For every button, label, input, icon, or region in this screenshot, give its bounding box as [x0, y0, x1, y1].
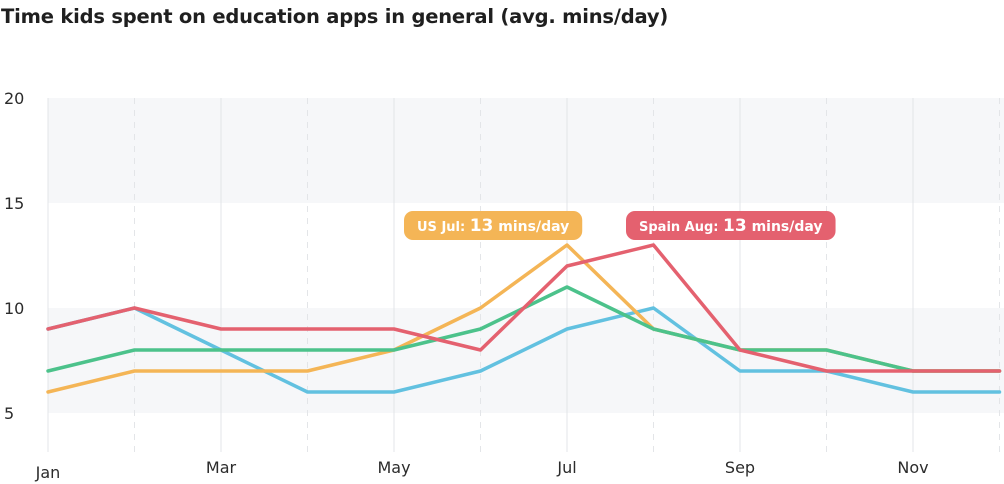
- x-tick-label: Sep: [725, 458, 755, 477]
- background-band: [48, 98, 1004, 203]
- y-tick-label: 10: [4, 299, 24, 318]
- callout-spain: Spain Aug: 13 mins/day: [626, 211, 836, 240]
- y-axis: 5 10 15 20: [4, 89, 24, 423]
- y-tick-label: 5: [4, 404, 14, 423]
- x-axis: Jan Mar May Jul Sep Nov: [35, 458, 929, 482]
- x-tick-label: May: [377, 458, 410, 477]
- x-tick-label: Nov: [897, 458, 928, 477]
- x-tick-label: Jan: [35, 463, 61, 482]
- x-tick-label: Mar: [206, 458, 237, 477]
- callout-text: US Jul: 13 mins/day: [417, 216, 569, 236]
- y-tick-label: 15: [4, 194, 24, 213]
- background-band: [48, 308, 1004, 413]
- callout-box: [404, 211, 583, 240]
- callout-us: US Jul: 13 mins/day: [404, 211, 583, 240]
- series-lines: [46, 243, 1002, 394]
- callout-text: Spain Aug: 13 mins/day: [639, 216, 823, 236]
- series-line-uk: [46, 306, 1002, 394]
- chart-title: Time kids spent on education apps in gen…: [1, 5, 669, 28]
- x-tick-label: Jul: [556, 458, 576, 477]
- callout-box: [626, 211, 836, 240]
- callouts: US Jul: 13 mins/day Spain Aug: 13 mins/da…: [404, 211, 836, 240]
- y-tick-label: 20: [4, 89, 24, 108]
- series-line-spain: [46, 243, 1002, 373]
- background-bands: [48, 98, 1004, 413]
